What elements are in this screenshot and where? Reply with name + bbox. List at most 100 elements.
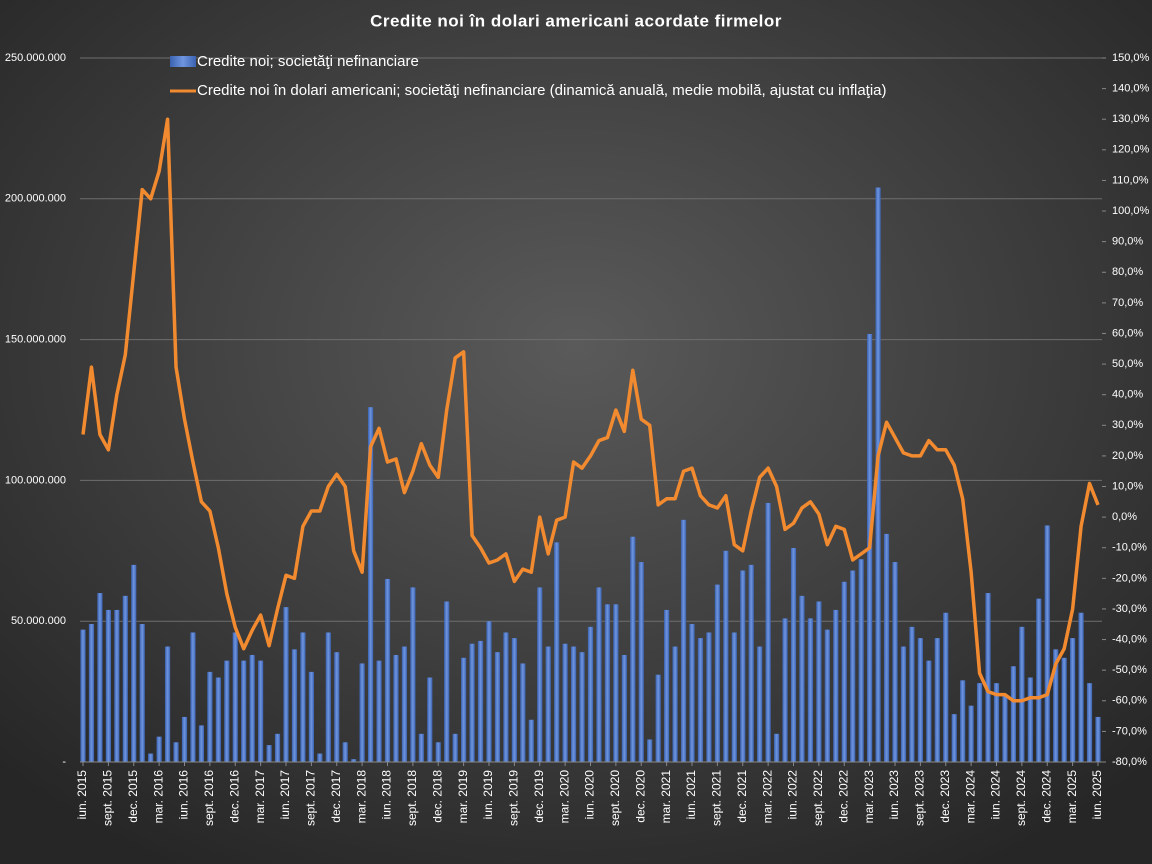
plot: - 50.000.000 100.000.000 150.000.000 200.000… xyxy=(5,52,1150,826)
bar xyxy=(706,632,712,762)
chart-title: Credite noi în dolari americani acordate… xyxy=(370,11,782,30)
x-tick-label: sept. 2023 xyxy=(913,770,927,826)
bar xyxy=(714,584,720,762)
x-tick-label: sept. 2021 xyxy=(710,770,724,826)
x-tick-label: dec. 2024 xyxy=(1039,770,1053,823)
y-tick-label: 150.000.000 xyxy=(5,334,66,346)
bar xyxy=(139,624,145,762)
bar xyxy=(97,593,103,762)
bar xyxy=(435,742,441,762)
y-tick-label: 200.000.000 xyxy=(5,193,66,205)
bar xyxy=(917,638,923,762)
x-tick-label: mar. 2016 xyxy=(151,770,165,824)
legend: Credite noi; societăţi nefinanciare Cred… xyxy=(170,53,887,99)
bar xyxy=(274,733,281,762)
legend-swatch-bar xyxy=(170,56,196,67)
x-tick-label: dec. 2023 xyxy=(938,770,952,823)
bar xyxy=(833,609,839,762)
y2-tick-label: -80,0% xyxy=(1112,756,1147,768)
x-tick-label: iun. 2025 xyxy=(1090,770,1104,820)
bar xyxy=(1086,683,1093,762)
x-tick-label: dec. 2022 xyxy=(836,770,850,823)
bar xyxy=(520,663,526,762)
bar xyxy=(638,562,644,762)
bar xyxy=(232,632,238,762)
x-tick-label: iun. 2015 xyxy=(75,770,89,820)
bar xyxy=(156,736,162,762)
x-tick-label: sept. 2022 xyxy=(811,770,825,826)
y2-tick-label: 130,0% xyxy=(1112,113,1150,125)
bar xyxy=(444,601,450,762)
bar xyxy=(630,536,636,762)
bar xyxy=(359,663,365,762)
bar xyxy=(900,646,907,762)
y-tick-label: - xyxy=(62,756,66,768)
y2-tick-label: 150,0% xyxy=(1112,52,1150,64)
x-tick-label: iun. 2016 xyxy=(177,770,191,820)
bar xyxy=(393,654,399,762)
bar xyxy=(773,733,780,762)
x-tick-label: sept. 2017 xyxy=(304,770,318,826)
x-tick-label: mar. 2017 xyxy=(253,770,267,824)
bar xyxy=(1053,649,1059,762)
x-tick-label: mar. 2021 xyxy=(659,770,673,824)
bar xyxy=(1044,525,1050,762)
x-tick-label: dec. 2017 xyxy=(329,770,343,823)
x-tick-label: iun. 2020 xyxy=(583,770,597,820)
legend-label: Credite noi; societăţi nefinanciare xyxy=(197,53,419,70)
bar xyxy=(384,578,391,762)
bar xyxy=(841,581,847,762)
y2-tick-label: 70,0% xyxy=(1112,297,1143,309)
bar xyxy=(562,643,568,762)
bar xyxy=(816,601,822,762)
bar xyxy=(647,739,653,762)
bar xyxy=(943,612,949,762)
x-tick-label: dec. 2019 xyxy=(532,770,546,823)
bar xyxy=(1070,638,1076,762)
x-tick-label: dec. 2021 xyxy=(735,770,749,823)
bar xyxy=(934,638,940,762)
x-tick-label: sept. 2020 xyxy=(608,770,622,826)
line xyxy=(81,117,1100,703)
bar xyxy=(892,562,898,762)
bar xyxy=(604,604,611,762)
bar xyxy=(114,609,120,762)
bar xyxy=(748,564,754,762)
x-tick-label: iun. 2024 xyxy=(989,770,1003,820)
x-tick-label: sept. 2019 xyxy=(507,770,521,826)
bar xyxy=(807,618,814,762)
bar xyxy=(824,629,830,762)
bar xyxy=(909,626,915,762)
bar xyxy=(410,587,416,762)
bar xyxy=(452,733,458,762)
bar xyxy=(740,570,746,762)
bar xyxy=(367,407,374,762)
bar xyxy=(765,502,771,762)
bar xyxy=(105,609,111,762)
bar xyxy=(1002,694,1008,762)
x-tick-label: iun. 2021 xyxy=(684,770,698,820)
x-tick-label: sept. 2018 xyxy=(405,770,419,826)
y-tick-label: 250.000.000 xyxy=(5,52,66,64)
y2-tick-label: 80,0% xyxy=(1112,266,1143,278)
x-tick-label: iun. 2019 xyxy=(481,770,495,820)
y2-tick-label: -70,0% xyxy=(1112,725,1147,737)
bar xyxy=(88,624,95,762)
bar xyxy=(731,632,737,762)
bar xyxy=(1061,657,1067,762)
y2-tick-label: -60,0% xyxy=(1112,695,1147,707)
x-tick-label: sept. 2016 xyxy=(202,770,216,826)
bar xyxy=(131,564,137,762)
bar xyxy=(545,646,551,762)
bar xyxy=(486,621,492,762)
y2-tick-label: 50,0% xyxy=(1112,358,1143,370)
x-tick-label: mar. 2020 xyxy=(557,770,571,824)
bar xyxy=(122,595,128,762)
y2-tick-label: 0,0% xyxy=(1112,511,1137,523)
y2-tick-label: -20,0% xyxy=(1112,572,1147,584)
bar xyxy=(241,660,247,762)
bar xyxy=(418,733,424,762)
bar xyxy=(579,652,585,762)
x-tick-label: iun. 2018 xyxy=(380,770,394,820)
